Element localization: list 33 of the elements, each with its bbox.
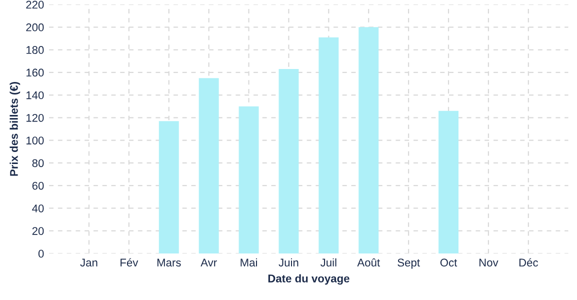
y-tick-label: 40	[32, 204, 44, 212]
x-tick-label: Déc	[519, 258, 538, 267]
bar	[358, 27, 379, 254]
x-tick-label: Oct	[440, 258, 458, 267]
x-tick-label: Nov	[479, 258, 498, 267]
y-tick-label: 200	[26, 23, 44, 32]
y-tick-label: 160	[26, 68, 44, 77]
bar	[238, 106, 259, 254]
x-tick-label: Août	[357, 258, 380, 267]
y-tick-label: 120	[26, 114, 44, 122]
y-tick-label: 80	[32, 159, 44, 168]
bar	[198, 78, 219, 254]
x-tick-label: Jan	[80, 258, 98, 267]
x-tick-label: Mai	[240, 258, 257, 267]
x-tick-label: Juin	[278, 258, 298, 267]
x-tick-label: Fév	[120, 258, 138, 267]
y-tick-label: 140	[26, 91, 44, 100]
x-axis-title: Date du voyage	[268, 274, 350, 285]
y-axis-title: Prix des billets (€)	[10, 82, 20, 176]
x-tick-label: Avr	[200, 258, 217, 266]
y-tick-label: 20	[32, 227, 44, 235]
bar	[438, 110, 458, 254]
y-tick-label: 220	[26, 0, 44, 9]
y-tick-label: 100	[26, 136, 44, 144]
x-tick-label: Juil	[320, 258, 336, 267]
x-tick-label: Sept	[398, 258, 420, 269]
y-tick-label: 0	[38, 250, 44, 258]
bar	[158, 121, 179, 254]
bar	[278, 69, 299, 254]
y-tick-label: 180	[26, 46, 44, 54]
bar	[318, 37, 339, 254]
y-tick-label: 60	[32, 182, 44, 190]
x-tick-label: Mars	[157, 258, 181, 267]
